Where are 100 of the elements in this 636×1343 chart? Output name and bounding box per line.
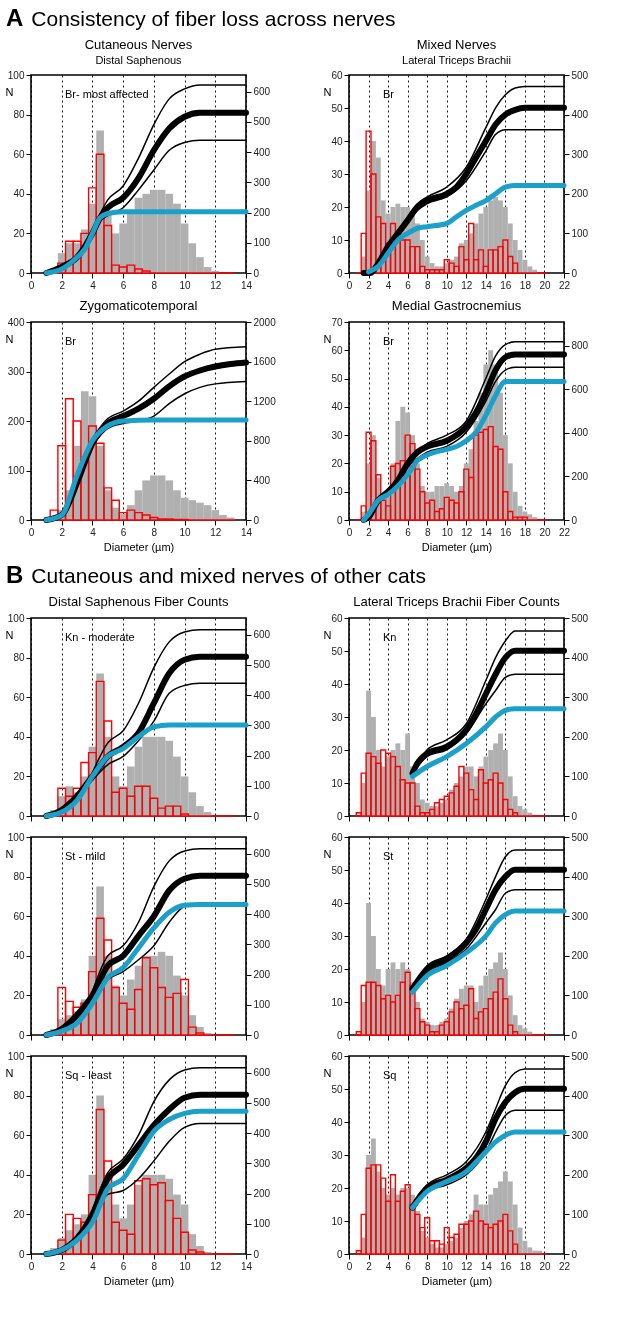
- chart-title: Mixed Nerves: [416, 37, 497, 52]
- y-tick-label: 60: [331, 612, 343, 624]
- y-axis-title: N: [5, 332, 14, 345]
- x-tick-label: 12: [461, 1260, 473, 1272]
- y2-tick-label: 200: [571, 731, 589, 743]
- y2-tick-label: 200: [571, 1169, 589, 1181]
- y-tick-label: 60: [13, 148, 25, 160]
- x-tick-label: 4: [90, 526, 97, 538]
- y-tick-label: 80: [13, 871, 25, 883]
- y-tick-label: 20: [331, 744, 343, 756]
- y2-tick-label: 300: [253, 1157, 271, 1169]
- x-tick-label: 12: [461, 526, 473, 538]
- x-tick-label: 2: [366, 1260, 373, 1272]
- y-tick-label: 60: [331, 831, 343, 843]
- y2-tick-label: 100: [571, 227, 589, 239]
- x-tick-label: 14: [480, 526, 493, 538]
- y2-tick-label: 100: [253, 237, 271, 249]
- y-tick-label: 0: [18, 810, 25, 822]
- x-tick-label: 12: [461, 279, 473, 291]
- y2-tick-label: 400: [571, 427, 589, 439]
- x-axis-title: Diameter (µm): [421, 540, 493, 553]
- x-tick-label: 0: [28, 279, 35, 291]
- y2-tick-label: 200: [253, 969, 271, 981]
- y2-tick-label: 0: [253, 1248, 260, 1260]
- y-tick-label: 0: [18, 267, 25, 279]
- y2-tick-label: 500: [253, 878, 271, 890]
- x-tick-label: 8: [424, 279, 431, 291]
- y2-tick-label: 0: [253, 1029, 260, 1041]
- y-tick-label: 40: [13, 1169, 25, 1181]
- y-tick-label: 0: [336, 1248, 343, 1260]
- y2-tick-label: 600: [571, 383, 589, 395]
- y-tick-label: 60: [13, 691, 25, 703]
- annotation: Br- most affected: [65, 88, 149, 100]
- y2-tick-label: 0: [571, 514, 578, 526]
- annotation: Sq: [383, 1069, 397, 1081]
- x-tick-label: 12: [210, 279, 222, 291]
- y2-tick-label: 300: [571, 910, 589, 922]
- x-tick-label: 6: [120, 1260, 127, 1272]
- x-tick-label: 14: [480, 279, 493, 291]
- y-tick-label: 100: [7, 831, 25, 843]
- chart-title: Cutaneous Nerves: [84, 37, 193, 52]
- x-tick-label: 6: [405, 526, 412, 538]
- x-tick-label: 18: [519, 1260, 532, 1272]
- y-tick-label: 10: [331, 996, 343, 1008]
- y2-tick-label: 200: [253, 1188, 271, 1200]
- y2-tick-label: 300: [253, 719, 271, 731]
- y-tick-label: 70: [331, 316, 343, 328]
- chart-title: Zygomaticotemporal: [79, 298, 198, 313]
- y2-tick-label: 2000: [253, 316, 277, 328]
- annotation: Kn: [383, 631, 397, 643]
- y-axis-title: N: [323, 85, 332, 98]
- x-tick-label: 2: [59, 279, 66, 291]
- x-tick-label: 4: [385, 526, 392, 538]
- chart-subtitle: Distal Saphenous: [95, 54, 183, 66]
- y-tick-label: 100: [7, 69, 25, 81]
- y-tick-label: 40: [13, 731, 25, 743]
- y-tick-label: 80: [13, 1090, 25, 1102]
- y-tick-label: 60: [13, 910, 25, 922]
- y2-tick-label: 300: [253, 938, 271, 950]
- x-tick-label: 20: [539, 279, 551, 291]
- y-tick-label: 50: [331, 645, 343, 657]
- annotation: Kn - moderate: [65, 631, 135, 643]
- y2-tick-label: 200: [253, 207, 271, 219]
- y2-tick-label: 500: [253, 1097, 271, 1109]
- chart-title: Medial Gastrocnemius: [391, 298, 522, 313]
- x-tick-label: 8: [151, 279, 158, 291]
- y2-tick-label: 100: [253, 1218, 271, 1230]
- annotation: Sq - least: [65, 1069, 112, 1081]
- y2-tick-label: 400: [253, 474, 271, 486]
- y-tick-label: 100: [7, 465, 25, 476]
- y2-tick-label: 100: [253, 999, 271, 1011]
- y2-tick-label: 600: [253, 86, 271, 98]
- x-tick-label: 6: [405, 279, 412, 291]
- y2-tick-label: 400: [253, 689, 271, 701]
- y-tick-label: 0: [336, 514, 343, 526]
- y-tick-label: 20: [13, 989, 25, 1001]
- annotation: St: [383, 850, 394, 862]
- y2-tick-label: 300: [571, 1129, 589, 1141]
- y-tick-label: 40: [331, 678, 343, 690]
- x-tick-label: 12: [210, 1260, 222, 1272]
- y2-tick-label: 0: [571, 1029, 578, 1041]
- x-tick-label: 10: [179, 279, 192, 291]
- y-tick-label: 10: [331, 486, 343, 498]
- y2-tick-label: 0: [253, 514, 260, 526]
- y2-tick-label: 300: [571, 691, 589, 703]
- y2-tick-label: 400: [253, 1127, 271, 1139]
- y-tick-label: 20: [13, 770, 25, 782]
- x-tick-label: 8: [151, 526, 158, 538]
- x-tick-label: 8: [424, 526, 431, 538]
- x-tick-label: 4: [90, 279, 97, 291]
- y2-tick-label: 600: [253, 848, 271, 860]
- y-tick-label: 30: [331, 1149, 343, 1161]
- x-tick-label: 0: [28, 526, 35, 538]
- y-tick-label: 40: [331, 135, 343, 147]
- annotation: St - mild: [65, 850, 106, 862]
- y-tick-label: 20: [331, 1182, 343, 1194]
- x-tick-label: 20: [539, 1260, 551, 1272]
- y-tick-label: 60: [13, 1129, 25, 1141]
- y-axis-title: N: [323, 628, 332, 641]
- text: Consistency of fiber loss across nerves: [31, 7, 396, 30]
